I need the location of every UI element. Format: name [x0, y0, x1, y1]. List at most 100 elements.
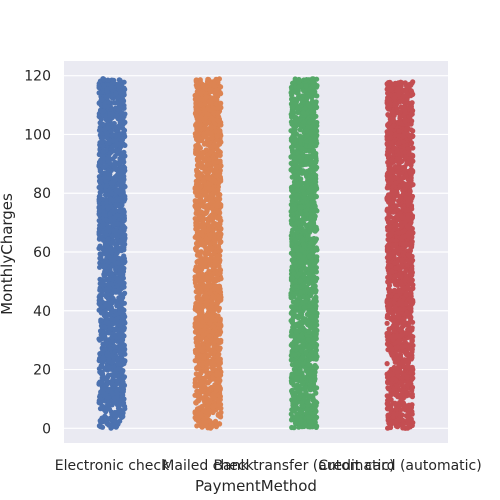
data-point — [312, 373, 318, 379]
data-point — [198, 369, 204, 375]
data-point — [111, 256, 117, 263]
data-point — [203, 293, 209, 299]
data-point — [104, 88, 110, 94]
data-point — [96, 90, 102, 96]
data-point — [109, 190, 115, 197]
data-point — [211, 286, 218, 292]
series-bank-transfer-automatic — [288, 76, 320, 431]
data-point — [104, 350, 111, 356]
data-point — [117, 267, 123, 273]
data-point — [97, 192, 103, 198]
data-point — [215, 215, 221, 221]
data-point — [217, 266, 223, 273]
data-point — [100, 355, 106, 361]
data-point — [107, 212, 113, 218]
data-point — [299, 355, 305, 361]
data-point — [217, 377, 223, 384]
data-point — [113, 90, 119, 96]
data-point — [112, 344, 119, 350]
data-point — [121, 361, 127, 367]
data-point — [108, 300, 114, 306]
data-point — [120, 402, 126, 408]
data-point — [110, 358, 116, 365]
data-point — [117, 171, 123, 177]
data-point — [198, 303, 204, 309]
data-point — [205, 203, 211, 210]
data-point — [97, 226, 103, 232]
data-point — [308, 130, 314, 137]
data-point — [107, 386, 113, 392]
data-point — [211, 220, 217, 226]
data-point — [196, 209, 203, 215]
data-point — [213, 164, 219, 170]
data-point — [114, 311, 120, 317]
data-point — [203, 366, 210, 372]
data-point — [217, 90, 223, 96]
data-point — [289, 424, 295, 431]
data-point — [105, 374, 111, 380]
data-point — [110, 331, 116, 337]
data-point — [113, 132, 119, 138]
data-point — [201, 210, 207, 216]
data-point — [96, 162, 102, 168]
data-point — [114, 381, 120, 387]
data-point — [310, 393, 316, 399]
data-point — [215, 148, 222, 154]
data-point — [211, 178, 217, 184]
data-point — [193, 349, 200, 356]
data-point — [99, 282, 105, 288]
data-point — [107, 266, 113, 272]
data-point — [99, 332, 105, 338]
data-point — [206, 227, 212, 233]
data-point — [108, 149, 114, 155]
data-point — [96, 100, 102, 106]
data-point — [98, 317, 104, 323]
data-point — [314, 423, 320, 429]
data-point — [98, 424, 104, 430]
data-point — [117, 160, 123, 166]
data-point — [118, 182, 125, 188]
data-point — [99, 404, 105, 410]
data-point — [209, 212, 215, 218]
data-point — [109, 352, 115, 358]
data-point — [100, 212, 107, 218]
data-point — [299, 400, 305, 406]
data-point — [194, 393, 201, 399]
data-point — [194, 198, 201, 204]
data-point — [107, 422, 113, 428]
data-point — [115, 287, 122, 293]
data-point — [304, 133, 310, 139]
data-point — [200, 264, 206, 270]
data-point — [120, 189, 126, 195]
data-point — [112, 241, 118, 247]
data-point — [114, 113, 120, 119]
data-point — [300, 342, 306, 348]
data-point — [206, 157, 212, 163]
data-point — [103, 415, 109, 421]
data-point — [96, 236, 102, 242]
data-point — [298, 176, 304, 182]
data-point — [205, 175, 211, 181]
data-point — [97, 380, 103, 386]
data-point — [101, 76, 107, 83]
data-point — [118, 344, 124, 350]
data-point — [103, 187, 109, 193]
data-point — [312, 296, 318, 302]
data-point — [112, 162, 118, 168]
data-point — [108, 106, 114, 112]
data-point — [113, 227, 119, 234]
data-point — [308, 420, 314, 426]
data-point — [116, 403, 122, 409]
data-point — [106, 364, 112, 371]
data-point — [111, 221, 117, 227]
data-point — [194, 84, 201, 90]
data-point — [208, 87, 214, 93]
data-point — [122, 232, 128, 238]
data-point — [98, 304, 104, 310]
data-point — [200, 382, 206, 388]
data-point — [204, 162, 210, 168]
data-point — [106, 93, 112, 99]
data-point — [207, 258, 213, 264]
data-point — [98, 336, 104, 342]
data-point — [100, 359, 106, 365]
